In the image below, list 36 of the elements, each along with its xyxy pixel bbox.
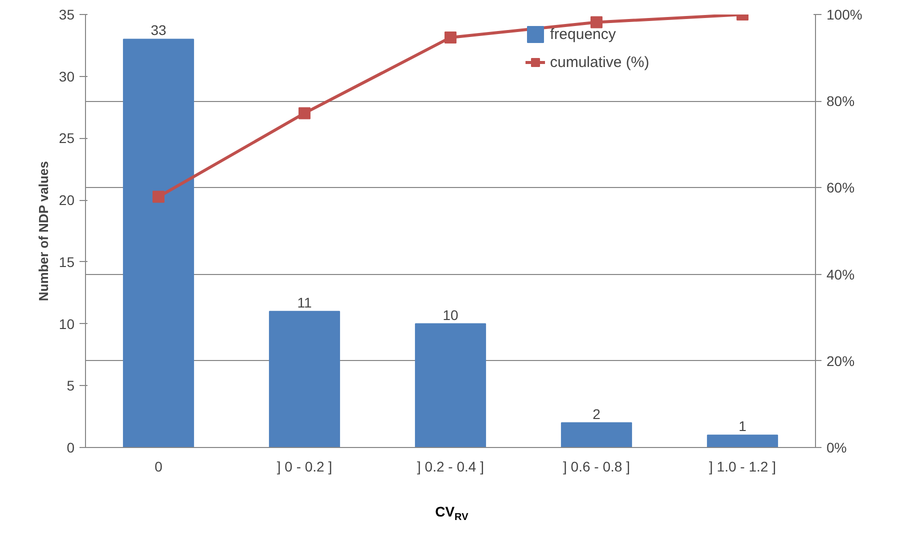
x-tick-label: ] 0.2 - 0.4 ] [417,458,484,474]
x-tick-label: ] 0.6 - 0.8 ] [563,458,630,474]
bar [706,434,778,448]
bar [560,422,632,448]
point [152,190,164,203]
y2-tick-label: 40% [826,266,855,282]
point [590,16,602,28]
y-tick-label: 5 [66,378,75,394]
y-tick-label: 15 [58,254,75,270]
y-tick-label: 25 [58,130,75,146]
x-tick-label: 0 [154,458,163,474]
x-tick-label: ] 1.0 - 1.2 ] [709,458,776,474]
legend-label: frequency [550,26,616,42]
bar [268,310,340,448]
y-tick-label: 0 [66,440,75,456]
y2-tick-label: 80% [826,93,855,110]
legend-label: cumulative (%) [550,54,650,70]
y-tick-label: 20 [58,192,75,208]
y-tick-label: 35 [58,6,75,22]
x-tick-label: ] 0 - 0.2 ] [276,458,332,474]
point [444,31,456,44]
y-axis-title: Number of NDP values [36,161,51,302]
y-tick-label: 30 [58,68,75,84]
bar [414,323,486,448]
point [298,107,310,120]
data-label: 10 [442,306,458,323]
y2-tick-label: 20% [826,352,855,369]
data-label: 1 [738,418,747,434]
y-tick-label: 10 [58,316,75,332]
y2-tick-label: 60% [826,180,855,196]
data-label: 33 [150,22,166,38]
data-label: 2 [592,406,601,422]
data-label: 11 [297,294,312,310]
y2-tick-label: 100% [826,6,862,22]
bar [122,38,194,448]
y2-tick-label: 0% [826,440,847,456]
